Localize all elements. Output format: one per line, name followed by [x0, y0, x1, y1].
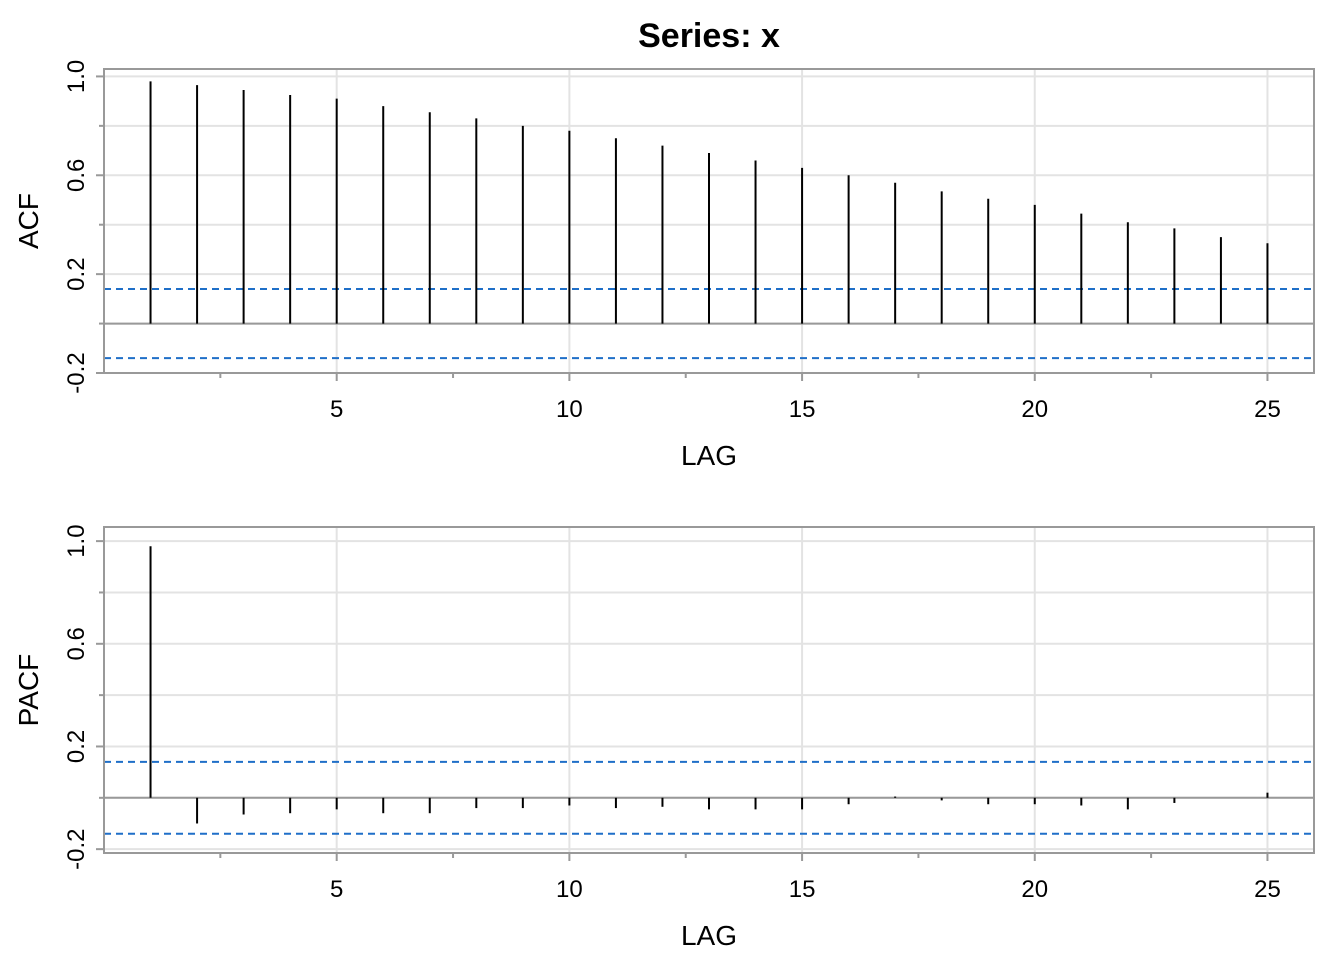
- chart-title: Series: x: [638, 17, 780, 55]
- x-tick-label: 25: [1254, 396, 1281, 423]
- y-tick-label: 0.6: [63, 627, 90, 660]
- y-tick-label: 0.6: [63, 159, 90, 192]
- x-tick-label: 15: [789, 396, 816, 423]
- x-tick-label: 5: [330, 876, 343, 903]
- x-tick-label: 20: [1021, 876, 1048, 903]
- y-tick-label: 0.2: [63, 730, 90, 763]
- x-tick-label: 5: [330, 396, 343, 423]
- x-tick-label: 10: [556, 876, 583, 903]
- x-tick-label: 10: [556, 396, 583, 423]
- x-tick-label: 20: [1021, 396, 1048, 423]
- y-tick-label: 0.2: [63, 257, 90, 290]
- y-tick-label: -0.2: [63, 828, 90, 869]
- x-axis-label: LAG: [681, 440, 737, 471]
- y-tick-label: 1.0: [63, 524, 90, 557]
- y-tick-label: 1.0: [63, 60, 90, 93]
- y-axis-label: ACF: [13, 193, 44, 249]
- y-tick-label: -0.2: [63, 352, 90, 393]
- plot-frame: [103, 68, 1315, 374]
- x-tick-label: 15: [789, 876, 816, 903]
- x-tick-label: 25: [1254, 876, 1281, 903]
- plot-frame: [103, 526, 1315, 854]
- y-axis-label: PACF: [13, 654, 44, 727]
- x-axis-label: LAG: [681, 920, 737, 951]
